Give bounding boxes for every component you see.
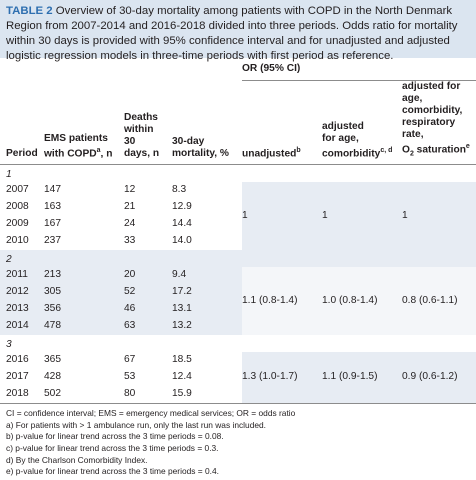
year-cell: 2007 [6,184,29,196]
year-cell: 2016 [6,354,29,366]
mortality-cell: 17.2 [172,286,192,298]
table-row: 2009 167 24 14.4 [0,216,476,233]
or-adjusted-cell: 1.1 (0.9-1.5) [316,351,396,404]
mortality-cell: 8.3 [172,184,187,196]
year-cell: 2008 [6,201,29,213]
table-footnotes: CI = confidence interval; EMS = emergenc… [0,404,476,478]
mortality-cell: 13.2 [172,320,192,332]
year-cell: 2014 [6,320,29,332]
mortality-cell: 12.9 [172,201,192,213]
year-cell: 2012 [6,286,29,298]
footnote-b: b) p-value for linear trend across the 3… [6,431,224,442]
deaths-cell: 24 [124,218,136,230]
deaths-cell: 12 [124,184,136,196]
table-row: 2010 237 33 14.0 [0,233,476,250]
col-adjusted: adjusted for age, comorbidityc, d [316,80,396,165]
table-row: 2008 163 21 12.9 [0,199,476,216]
or-unadjusted-cell: 1.1 (0.8-1.4) [242,266,316,335]
col-adjusted-full: adjusted for age, comorbidity, respiratory… [396,80,476,165]
mortality-cell: 14.4 [172,218,192,230]
footnote-c: c) p-value for linear trend across the 3… [6,443,219,454]
ems-cell: 365 [44,354,61,366]
ems-cell: 428 [44,371,61,383]
or-adjusted-full-cell: 0.9 (0.6-1.2) [396,351,476,404]
mortality-cell: 13.1 [172,303,192,315]
or-unadjusted-cell: 1 [242,181,316,250]
deaths-cell: 52 [124,286,136,298]
table-caption: TABLE 2 Overview of 30-day mortality amo… [0,0,476,62]
deaths-cell: 67 [124,354,136,366]
col-unadjusted: unadjustedb [242,80,316,165]
mortality-cell: 9.4 [172,269,187,281]
year-cell: 2009 [6,218,29,230]
year-cell: 2011 [6,269,28,281]
group-row: 1 [0,164,476,182]
table-row: 2018 502 80 15.9 [0,386,476,404]
or-group-header: OR (95% CI) [242,58,476,81]
or-adjusted-full-cell: 0.8 (0.6-1.1) [396,266,476,335]
col-period: Period [0,80,44,165]
table-row: 2016 365 67 18.5 1.3 (1.0-1.7) 1.1 (0.9-… [0,351,476,404]
deaths-cell: 46 [124,303,136,315]
ems-cell: 213 [44,269,61,281]
mortality-cell: 15.9 [172,388,192,400]
mortality-cell: 12.4 [172,371,192,383]
year-cell: 2010 [6,235,29,247]
year-cell: 2013 [6,303,29,315]
deaths-cell: 21 [124,201,136,213]
ems-cell: 147 [44,184,61,196]
group-row: 3 [0,335,476,352]
group-label: 1 [6,168,12,180]
footnote-a: a) For patients with > 1 ambulance run, … [6,419,266,430]
ems-cell: 167 [44,218,61,230]
col-mortality: 30-day mortality, % [166,80,242,165]
footnote-d: d) By the Charlson Comorbidity Index. [6,454,148,465]
table-row: 2017 428 53 12.4 [0,369,476,386]
year-cell: 2017 [6,371,29,383]
ems-cell: 163 [44,201,61,213]
year-cell: 2018 [6,388,29,400]
mortality-cell: 18.5 [172,354,192,366]
mortality-table: OR (95% CI) Period EMS patients with COPD… [0,58,476,404]
col-deaths: Deaths within 30 days, n [124,80,166,165]
or-unadjusted-cell: 1.3 (1.0-1.7) [242,351,316,404]
caption-text: Overview of 30-day mortality among patie… [6,5,458,62]
or-adjusted-cell: 1 [316,181,396,250]
deaths-cell: 80 [124,388,136,400]
footnote-abbreviations: CI = confidence interval; EMS = emergenc… [6,407,296,418]
deaths-cell: 63 [124,320,136,332]
deaths-cell: 53 [124,371,136,383]
ems-cell: 502 [44,388,61,400]
group-label: 2 [6,253,12,265]
mortality-cell: 14.0 [172,235,192,247]
ems-cell: 478 [44,320,61,332]
group-label: 3 [6,338,12,350]
ems-cell: 356 [44,303,61,315]
deaths-cell: 20 [124,269,136,281]
table-row: 2007 147 12 8.3 1 1 1 [0,181,476,250]
group-row: 2 [0,249,476,267]
footnote-e: e) p-value for linear trend across the 3… [6,466,219,477]
table-label: TABLE 2 [6,5,53,17]
table-row: 2011 213 20 9.4 1.1 (0.8-1.4) 1.0 (0.8-1… [0,266,476,335]
or-adjusted-cell: 1.0 (0.8-1.4) [316,266,396,335]
or-adjusted-full-cell: 1 [396,181,476,250]
ems-cell: 305 [44,286,61,298]
col-ems: EMS patients with COPDa, n [44,80,124,165]
ems-cell: 237 [44,235,61,247]
deaths-cell: 33 [124,235,136,247]
